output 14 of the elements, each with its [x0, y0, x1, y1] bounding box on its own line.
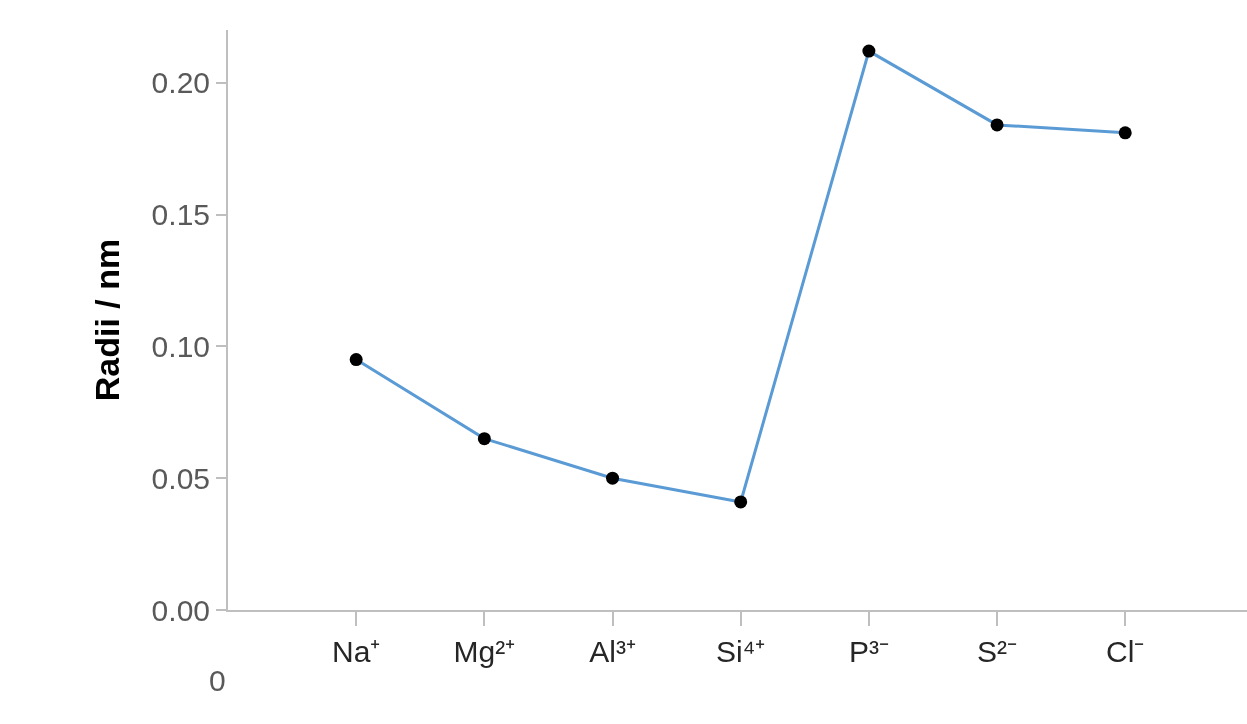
x-tick-label: Mg²⁺ [453, 635, 516, 668]
x-tick-label: S²⁻ [977, 635, 1018, 668]
y-tick-label: 0.00 [151, 593, 210, 627]
y-tick-label: 0.20 [151, 66, 210, 100]
text: 0 [209, 664, 226, 697]
y-axis-title: Radii / nm [87, 238, 126, 402]
x-tick-label: Al³⁺ [589, 635, 636, 668]
x-tick-label: P³⁻ [848, 635, 889, 668]
x-tick-label: Na⁺ [332, 635, 381, 668]
y-tick-label: 0.10 [151, 329, 210, 363]
x-tick-label: Si⁴⁺ [715, 635, 766, 668]
y-tick-label: 0.05 [151, 461, 210, 495]
y-tick-label: 0.15 [151, 198, 210, 232]
x-tick-label: Cl⁻ [1106, 635, 1145, 668]
